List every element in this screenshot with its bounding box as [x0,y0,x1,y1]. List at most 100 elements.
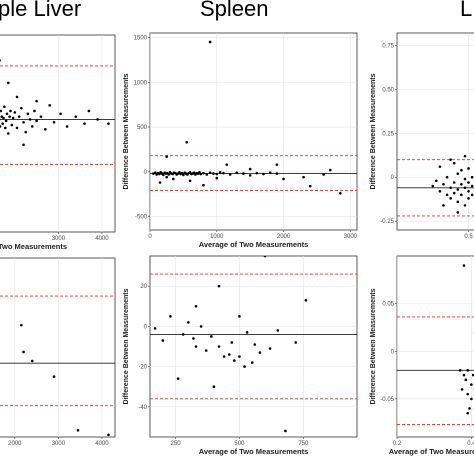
data-point [233,359,236,362]
data-point [52,375,56,378]
data-point [20,323,23,327]
data-point [470,193,474,197]
data-point [255,171,259,175]
y-tick-label: -40 [138,405,147,411]
y-tick-label: 0.50 [382,87,394,93]
data-point [0,109,3,113]
x-tick-label: 3000 [344,234,358,240]
data-point [460,388,464,391]
header-spleen: Spleen [200,0,269,21]
x-tick-label: 3000 [52,236,66,242]
y-axis-title: Difference Between Measurements [370,73,377,189]
data-point [217,345,221,348]
panel-right-bottom: 0.2 0.4 -0.05 0 0.05 Difference Between Measu… [370,255,474,456]
panel-frame [149,32,358,231]
data-point [468,407,471,410]
data-point [238,355,241,358]
data-point [456,200,460,204]
data-point [445,175,449,179]
x-tick-label: 0.5 [464,234,473,240]
data-point [0,115,4,118]
data-point [438,165,442,168]
data-point [458,369,462,372]
data-point [328,168,332,172]
x-axis-title: Average of Two Measurements [389,447,474,456]
data-point [275,172,279,175]
data-point [3,105,6,109]
data-point [165,155,168,158]
y-tick-label: 0 [144,170,148,176]
data-point [225,163,229,166]
y-tick-label: 1500 [134,35,148,41]
header-whole-liver: ple Liver [0,0,82,21]
data-point [194,345,198,348]
data-point [222,171,225,175]
data-point [153,327,157,330]
data-point [467,167,470,170]
data-point [172,177,175,181]
data-point [268,171,272,174]
data-point [8,115,11,118]
panel-frame [0,34,116,233]
panel-plot-area [150,33,357,230]
x-tick-label: 1000 [210,234,224,240]
data-point [158,181,162,184]
data-point [107,433,110,437]
data-point [438,190,442,193]
x-tick-label: 2000 [277,234,291,240]
y-tick-label: 0.25 [382,131,394,137]
data-point [262,172,265,176]
data-point [322,173,325,176]
data-point [212,385,216,389]
data-point [169,315,172,318]
y-tick-label: -20 [138,365,147,371]
panel-plot-area [397,256,474,437]
x-tick-label: 0.2 [393,441,402,447]
data-point [161,339,165,342]
data-point [152,172,155,175]
data-point [217,284,221,288]
data-point [218,170,222,174]
data-point [222,355,226,358]
y-tick-label: 0.05 [382,302,394,308]
data-point [2,116,5,120]
y-axis-title: Difference Between Measurements [123,288,130,404]
panel-whole-liver-top: 3000 4000 Two Measurements [0,34,116,251]
x-tick-label: 3000 [52,441,66,447]
data-point [17,115,21,118]
data-point [20,106,23,110]
data-point [158,172,161,176]
data-point [471,373,474,377]
data-point [35,119,38,123]
data-point [154,171,157,174]
data-point [466,392,469,396]
data-point [230,341,234,344]
data-point [181,333,185,336]
data-point [180,171,184,175]
data-point [242,172,245,175]
data-point [30,125,34,128]
panel-spleen-bottom: 250 500 750 -40 -20 0 20 Difference Between Mea… [123,255,358,456]
y-tick-label: -500 [135,215,148,221]
data-point [442,182,445,186]
data-point [212,172,215,175]
data-point [5,112,9,116]
data-point [44,127,47,131]
data-point [452,181,456,184]
data-point [198,170,201,174]
data-point [463,204,467,207]
data-point [308,184,312,188]
y-tick-label: -0.05 [380,397,394,403]
data-point [462,373,466,377]
data-point [275,163,279,166]
data-point [96,118,99,121]
y-tick-label: 0.75 [382,43,394,49]
data-point [176,377,180,380]
data-point [9,109,12,113]
x-axis-title: Average of Two Measurements [199,240,309,249]
panel-plot-area [150,256,357,437]
data-point [452,161,456,165]
data-point [442,204,445,207]
data-point [227,353,231,356]
